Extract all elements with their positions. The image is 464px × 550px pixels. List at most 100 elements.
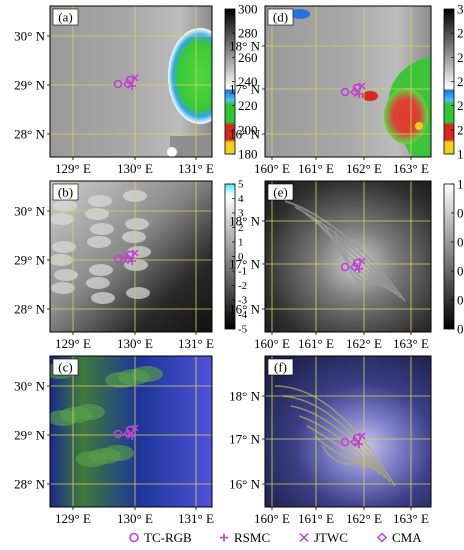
lon-tick-label: 129° E	[55, 336, 91, 351]
lon-tick-label: 161° E	[298, 161, 334, 176]
panel-f-label: (f)	[274, 360, 287, 375]
colorbar-tick-label: -2	[238, 280, 247, 292]
colorbar-tick-label: 200	[238, 122, 258, 137]
lat-tick-label: 18° N	[229, 214, 260, 229]
panel-c-image	[50, 356, 212, 507]
lat-tick-label: 29° N	[14, 428, 45, 443]
panel-c-label: (c)	[58, 360, 72, 375]
panel-e: (e) 18° N 17° N 16° N 160° E 161° E 162° E 163°…	[229, 177, 464, 352]
circle-marker-icon	[129, 532, 139, 543]
legend-label: TC-RGB	[144, 530, 192, 545]
panel-f-markers	[340, 432, 366, 448]
legend-item-cma: CMA	[376, 530, 422, 545]
lon-tick-label: 162° E	[346, 511, 382, 526]
lon-tick-label: 160° E	[254, 511, 290, 526]
panel-d-label: (d)	[273, 10, 288, 25]
colorbar-tick-label: 240	[238, 74, 258, 89]
lon-tick-label: 163° E	[393, 336, 429, 351]
lat-tick-label: 29° N	[14, 253, 45, 268]
panel-c-markers	[113, 424, 139, 440]
lon-tick-label: 130° E	[117, 336, 153, 351]
marker-legend: TC-RGB RSMC JTWC CMA	[129, 530, 422, 545]
lat-tick-label: 28° N	[14, 302, 45, 317]
panel-b-label: (b)	[58, 185, 73, 200]
lon-tick-label: 130° E	[117, 161, 153, 176]
lat-tick-label: 17° N	[229, 82, 260, 97]
colorbar-tick-label: 280	[457, 26, 464, 41]
lat-tick-label: 18° N	[229, 39, 260, 54]
lon-tick-label: 129° E	[55, 161, 91, 176]
lat-tick-label: 17° N	[229, 257, 260, 272]
panel-f-grid	[265, 356, 431, 507]
panel-b-markers	[113, 249, 139, 265]
colorbar-tick-label: 4	[238, 193, 244, 205]
lat-tick-label: 17° N	[229, 432, 260, 447]
legend-label: CMA	[392, 530, 422, 545]
panel-b: (b) 30° N 29° N 28° N 129° E 130° E 131° E 5 4 3 2…	[14, 179, 248, 352]
lon-tick-label: 160° E	[254, 161, 290, 176]
panel-b-colorbar: 5 4 3 2 1 0 -1 -2 -3 -4 -5	[224, 179, 248, 336]
lat-tick-label: 28° N	[14, 477, 45, 492]
lat-tick-label: 30° N	[14, 204, 45, 219]
lon-tick-label: 130° E	[117, 511, 153, 526]
colorbar-tick-label: 0.2	[457, 293, 464, 308]
colorbar-tick-label: 220	[457, 98, 464, 113]
legend-label: JTWC	[314, 530, 348, 545]
lat-tick-label: 30° N	[14, 379, 45, 394]
cross-marker-icon	[299, 532, 309, 543]
colorbar-tick-label: 180	[238, 147, 258, 162]
colorbar-tick-label: -3	[238, 295, 248, 307]
colorbar-tick-label: 3	[238, 208, 244, 220]
panel-f: (f) 18° N 17° N 16° N 160° E 161° E 162° E 163°…	[229, 355, 432, 526]
colorbar-tick-label: 0.4	[457, 264, 464, 279]
panel-a-image	[50, 6, 212, 157]
colorbar-tick-label: 220	[238, 98, 258, 113]
lon-tick-label: 131° E	[178, 161, 214, 176]
colorbar-tick-label: 260	[457, 50, 464, 65]
panel-c: (c) 30° N 29° N 28° N 129° E 130° E 131° E	[14, 355, 214, 526]
legend-label: RSMC	[234, 530, 270, 545]
lon-tick-label: 131° E	[178, 336, 214, 351]
colorbar-tick-label: 180	[457, 147, 464, 162]
lon-tick-label: 131° E	[178, 511, 214, 526]
lon-tick-label: 163° E	[393, 161, 429, 176]
panel-e-image	[265, 181, 431, 332]
colorbar-tick-label: 0.6	[457, 235, 464, 250]
lat-tick-label: 16° N	[229, 127, 260, 142]
lat-tick-label: 16° N	[229, 477, 260, 492]
colorbar-tick-label: 300	[238, 2, 258, 17]
panel-e-markers	[340, 257, 366, 273]
panel-a-colorbar: 300 280 260 240 220 200 180	[224, 2, 258, 162]
colorbar-tick-label: 1	[457, 177, 464, 192]
lon-tick-label: 162° E	[346, 336, 382, 351]
colorbar-tick-label: 280	[238, 26, 258, 41]
colorbar-tick-label: 240	[457, 74, 464, 89]
lat-tick-label: 18° N	[229, 389, 260, 404]
lon-tick-label: 129° E	[55, 511, 91, 526]
colorbar-tick-label: 2	[238, 222, 244, 234]
colorbar-tick-label: 1	[238, 237, 244, 249]
panel-e-colorbar: 1 0.8 0.6 0.4 0.2 0	[443, 177, 464, 337]
colorbar-tick-label: -4	[238, 309, 248, 321]
diamond-marker-icon	[376, 532, 388, 543]
colorbar-tick-label: 200	[457, 122, 464, 137]
lon-tick-label: 162° E	[346, 161, 382, 176]
lat-tick-label: 29° N	[14, 78, 45, 93]
colorbar-tick-label: 5	[238, 179, 244, 191]
colorbar-tick-label: -1	[238, 266, 247, 278]
panel-a: (a) 30° N 29° N 28° N 129° E 130° E 131° E 300 2…	[14, 2, 257, 177]
lon-tick-label: 161° E	[298, 336, 334, 351]
panel-b-image	[50, 181, 212, 332]
lon-tick-label: 163° E	[393, 511, 429, 526]
colorbar-tick-label: 0	[238, 251, 244, 263]
panel-a-markers	[113, 74, 139, 90]
lat-tick-label: 30° N	[14, 29, 45, 44]
panel-d-markers	[340, 82, 366, 98]
panel-d-colorbar: 300 280 260 240 220 200 180	[443, 2, 464, 162]
colorbar-tick-label: 300	[457, 2, 464, 17]
legend-item-rsmc: RSMC	[220, 530, 270, 545]
panel-d: (d) 18° N 17° N 16° N 160° E 161° E 162° E 163°…	[229, 2, 464, 177]
colorbar-tick-label: 0	[457, 322, 464, 337]
colorbar-tick-label: -5	[238, 324, 248, 336]
lat-tick-label: 28° N	[14, 127, 45, 142]
